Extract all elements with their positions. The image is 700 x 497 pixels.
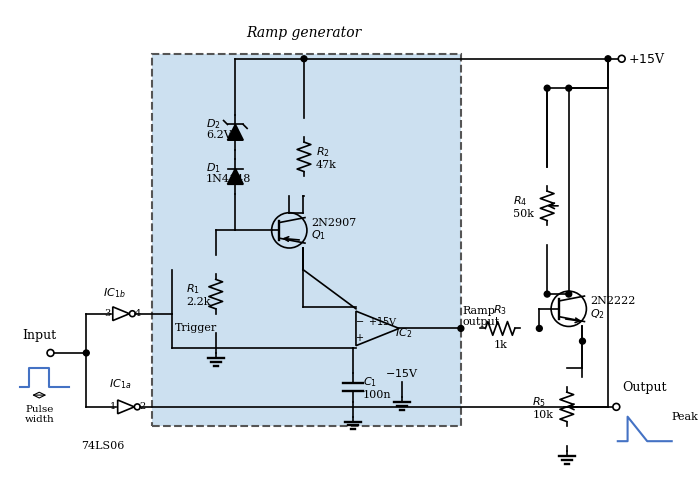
- Text: $D_2$: $D_2$: [206, 118, 220, 131]
- Text: $IC_{1b}$: $IC_{1b}$: [104, 286, 126, 300]
- Circle shape: [544, 85, 550, 91]
- Text: Peak: Peak: [672, 412, 699, 421]
- Text: $-$: $-$: [356, 315, 365, 325]
- Text: 1: 1: [109, 403, 116, 412]
- Text: 50k: 50k: [513, 209, 534, 219]
- Text: $Q_1$: $Q_1$: [311, 228, 326, 242]
- Circle shape: [536, 326, 542, 331]
- Circle shape: [566, 85, 572, 91]
- Text: 2.2k: 2.2k: [186, 297, 211, 307]
- Text: Input: Input: [22, 329, 56, 342]
- Text: 6.2V: 6.2V: [206, 130, 232, 140]
- Circle shape: [618, 55, 625, 62]
- Text: $D_1$: $D_1$: [206, 162, 220, 175]
- Circle shape: [605, 56, 611, 62]
- Text: 1N4148: 1N4148: [206, 174, 251, 184]
- Text: $IC_2$: $IC_2$: [395, 327, 412, 340]
- Text: 2: 2: [139, 403, 146, 412]
- Text: 2N2907: 2N2907: [311, 218, 356, 228]
- Text: $R_2$: $R_2$: [316, 145, 330, 159]
- Text: $R_5$: $R_5$: [533, 395, 547, 409]
- Circle shape: [83, 350, 89, 356]
- Text: 10k: 10k: [533, 410, 554, 419]
- Text: Pulse
width: Pulse width: [25, 405, 54, 424]
- Text: 4: 4: [134, 309, 141, 318]
- Text: $+15$V: $+15$V: [628, 52, 665, 66]
- Text: 100n: 100n: [363, 390, 391, 400]
- Text: $R_3$: $R_3$: [493, 303, 507, 317]
- Text: Output: Output: [623, 381, 667, 394]
- Circle shape: [613, 404, 620, 411]
- Text: Ramp
output: Ramp output: [463, 306, 500, 328]
- Circle shape: [580, 338, 585, 344]
- Text: 1k: 1k: [494, 340, 507, 350]
- FancyBboxPatch shape: [152, 54, 461, 426]
- Text: $+$: $+$: [356, 331, 365, 342]
- Text: 3: 3: [104, 309, 111, 318]
- Text: $R_1$: $R_1$: [186, 282, 200, 296]
- Text: 47k: 47k: [316, 160, 337, 169]
- Polygon shape: [228, 168, 243, 184]
- Text: $-15$V: $-15$V: [385, 367, 419, 379]
- Text: 74LS06: 74LS06: [81, 441, 125, 451]
- Polygon shape: [228, 124, 243, 140]
- Text: $IC_{1a}$: $IC_{1a}$: [108, 377, 131, 391]
- Circle shape: [544, 291, 550, 297]
- Text: $C_1$: $C_1$: [363, 375, 377, 389]
- Text: $Q_2$: $Q_2$: [590, 307, 606, 321]
- Circle shape: [301, 56, 307, 62]
- Text: $R_4$: $R_4$: [513, 194, 527, 208]
- Text: 2N2222: 2N2222: [590, 296, 636, 306]
- Text: $+15$V: $+15$V: [368, 315, 398, 327]
- Circle shape: [458, 326, 464, 331]
- Circle shape: [47, 349, 54, 356]
- Circle shape: [566, 291, 572, 297]
- Text: Ramp generator: Ramp generator: [246, 26, 362, 40]
- Text: Trigger: Trigger: [174, 324, 217, 333]
